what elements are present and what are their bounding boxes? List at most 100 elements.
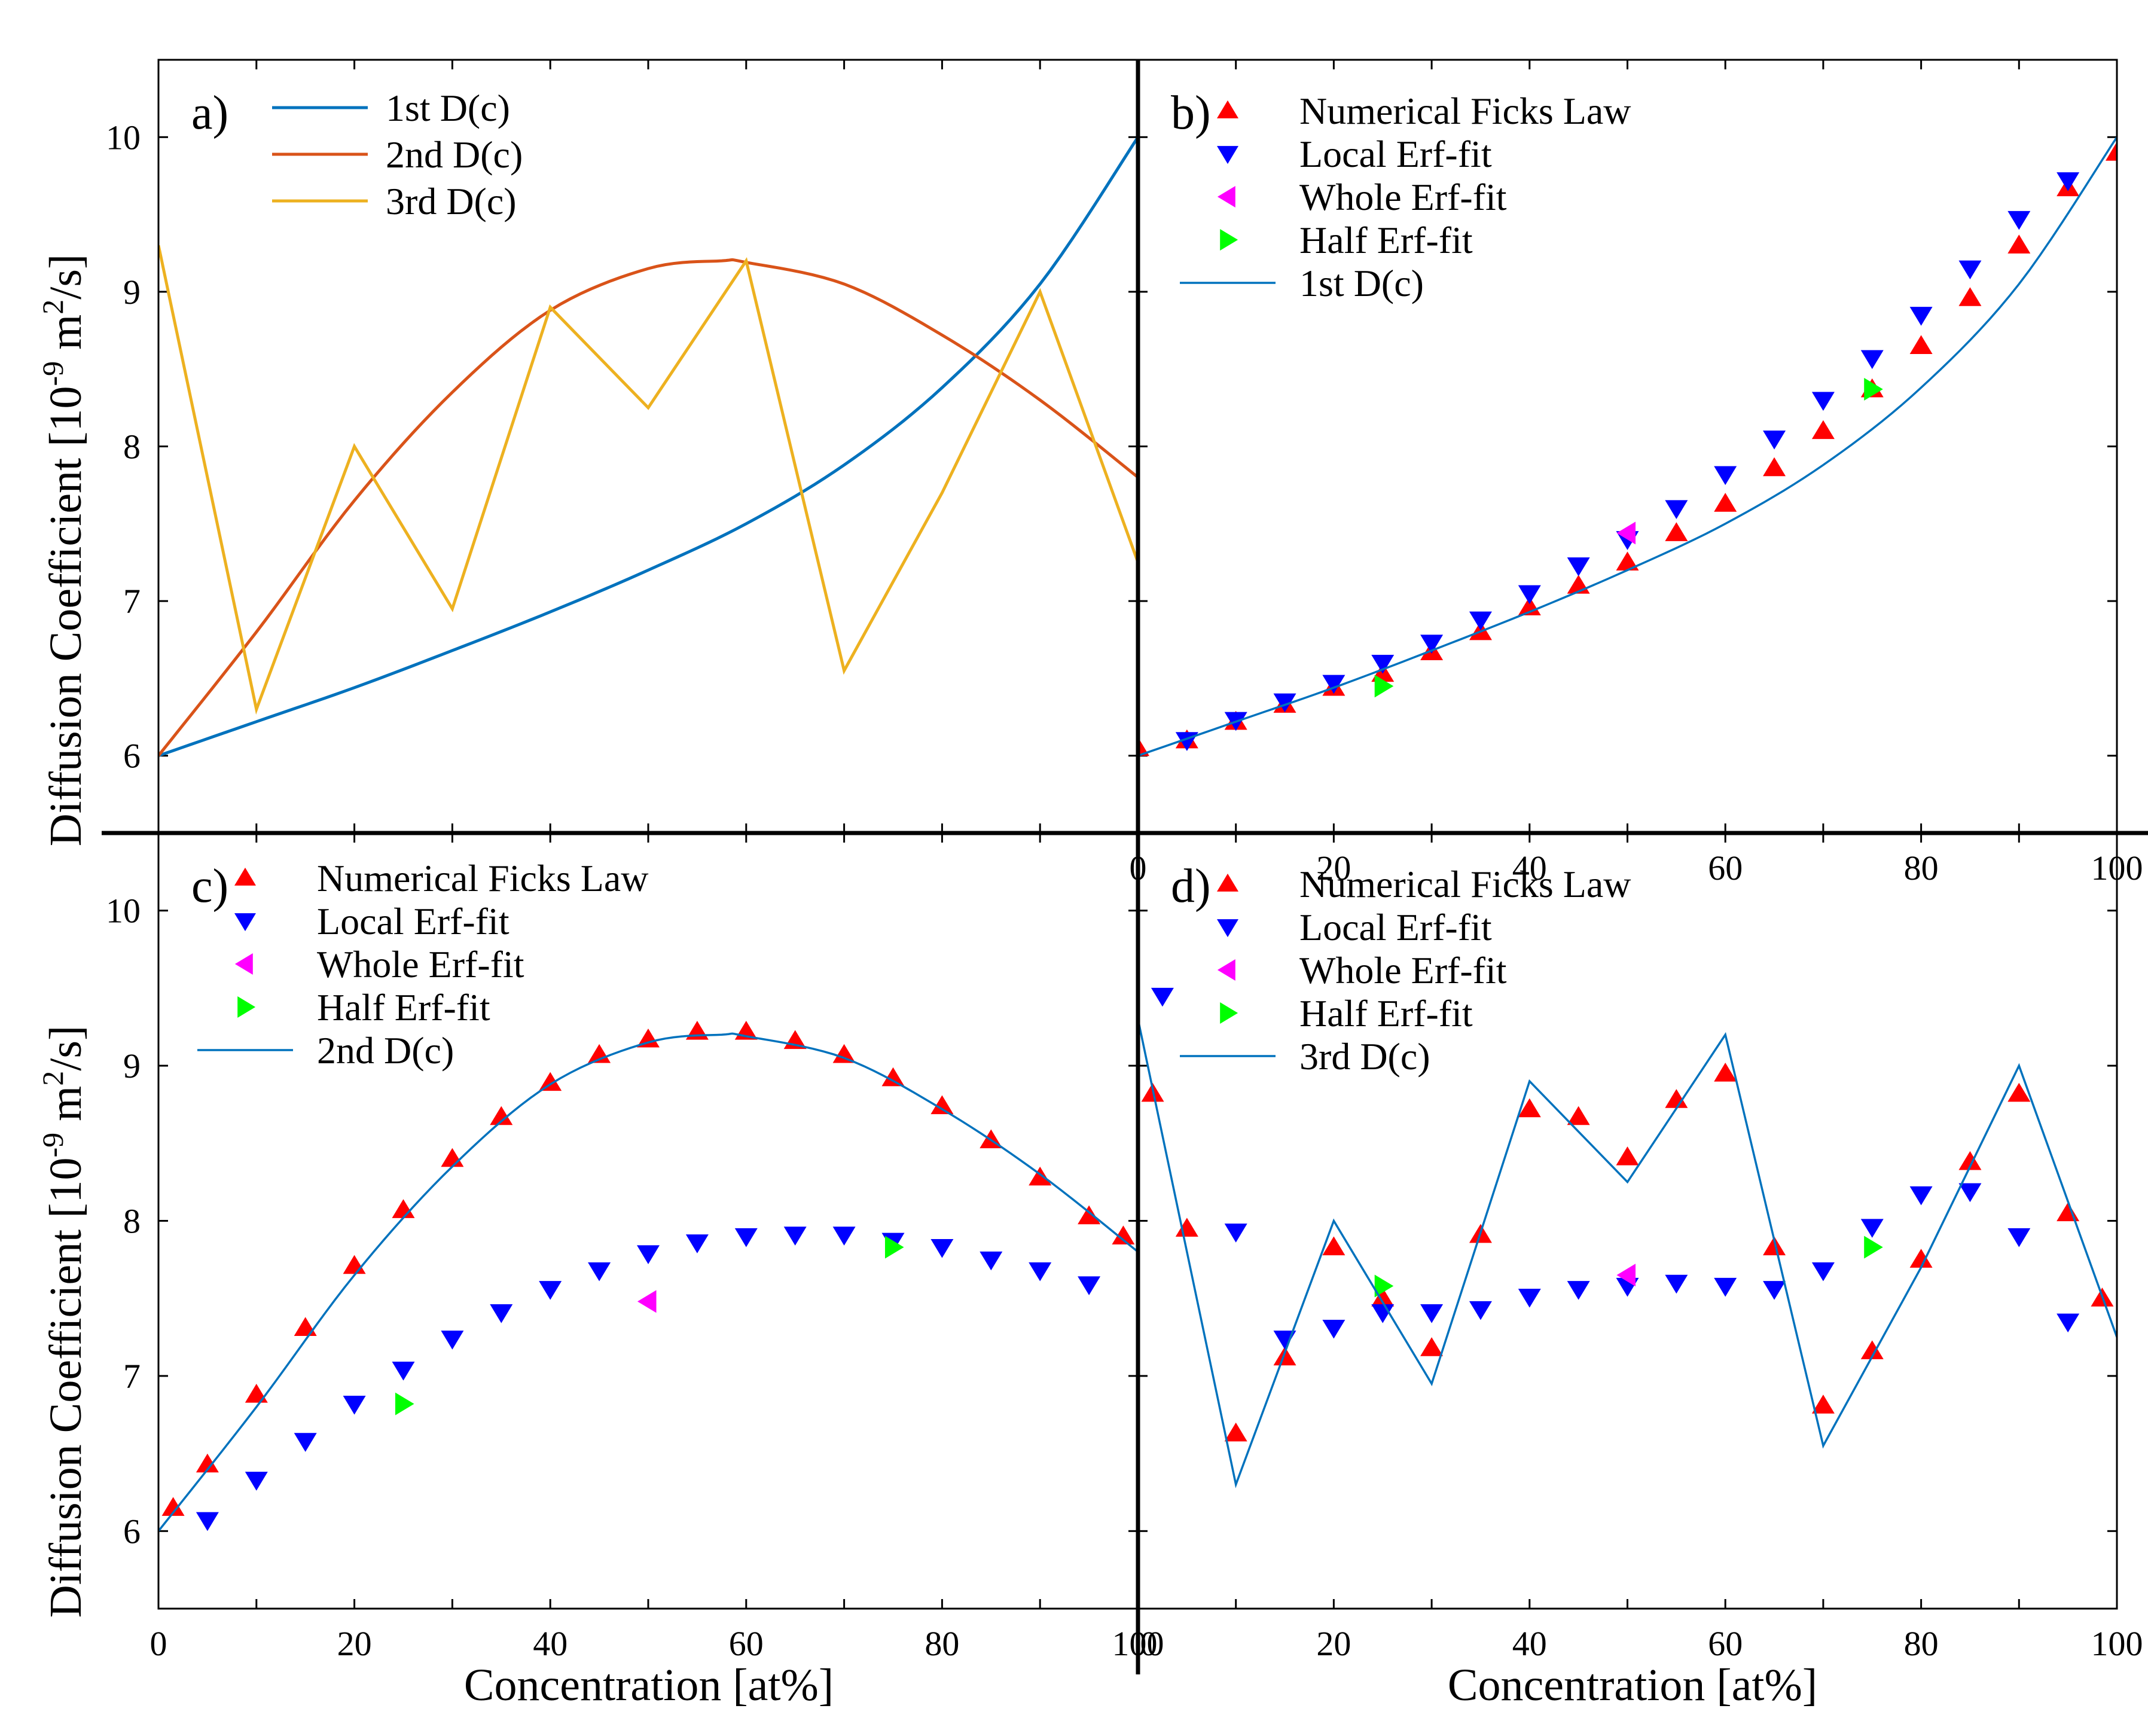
marker-triangle-down [1860,1219,1884,1238]
marker-triangle-down [1151,987,1174,1007]
marker-triangle-down [2057,1313,2080,1333]
legend-label: 2nd D(c) [386,133,523,176]
y-tick-label: 8 [123,1202,141,1241]
x-tick-label: 20 [337,1624,372,1663]
series-line-3 [158,245,1138,715]
y-tick-label: 10 [106,892,141,930]
marker-triangle-up [1224,1422,1247,1442]
legend-marker [1220,229,1238,251]
marker-triangle-up [881,1067,905,1087]
marker-triangle-up [832,1044,856,1063]
marker-triangle-down [2007,210,2031,230]
marker-triangle-down [2057,172,2080,191]
marker-triangle-down [1714,1277,1737,1297]
marker-triangle-down [1371,655,1395,674]
plot-area [158,136,1138,758]
marker-triangle-down [1518,1289,1541,1308]
marker-triangle-up [1665,1089,1688,1108]
legend-label: Half Erf-fit [317,986,490,1029]
legend-marker [234,953,253,975]
marker-triangle-down [1958,260,1982,280]
plot-area [1138,136,2117,757]
marker-triangle-up [930,1095,954,1115]
x-tick-label: 60 [1708,1624,1743,1663]
marker-triangle-up [1420,1337,1444,1356]
panel-letter: d) [1171,860,1211,913]
legend-marker [1217,146,1238,164]
marker-triangle-up [637,1028,660,1048]
legend-label: Numerical Ficks Law [1299,863,1631,905]
marker-triangle-up [1567,1106,1590,1125]
marker-triangle-up [1029,1166,1052,1186]
xlabel-right: Concentration [at%] [1448,1660,1817,1710]
marker-triangle-up [1175,1218,1198,1237]
legend-label: 3rd D(c) [386,180,517,222]
marker-triangle-down [1860,350,1884,370]
fit-line [1138,1018,2117,1488]
xlabel-left: Concentration [at%] [464,1660,834,1710]
legend-marker [234,867,256,886]
legend-label: Numerical Ficks Law [1299,90,1631,132]
fit-line [158,1032,1138,1532]
marker-triangle-down [1909,307,1933,326]
panel-a: 6 7 8 9 10 1st D(c)2nd D(c)3rd D(c) a) [106,59,1139,834]
marker-triangle-up [1273,1346,1296,1366]
marker-triangle-down [1763,431,1786,450]
marker-triangle-down [1029,1262,1052,1282]
marker-triangle-up [2007,234,2031,254]
legend-label: 1st D(c) [1299,262,1424,304]
legend-marker [1217,100,1238,118]
legend-marker [234,913,256,932]
marker-triangle-up [1909,1249,1933,1268]
legend: 1st D(c)2nd D(c)3rd D(c) [272,87,523,222]
marker-triangle-up [1138,737,1149,756]
marker-triangle-right [1864,377,1883,401]
y-tick-label: 9 [123,1047,141,1085]
marker-triangle-down [1811,1262,1835,1282]
marker-triangle-down [637,1245,660,1265]
marker-triangle-down [685,1234,709,1253]
marker-triangle-up [1811,420,1835,440]
marker-triangle-down [245,1472,268,1491]
panel-frame [157,59,1139,834]
marker-triangle-down [1322,675,1345,694]
legend-label: Half Erf-fit [1299,219,1473,261]
marker-triangle-up [245,1383,268,1403]
legend-label: Whole Erf-fit [1299,949,1507,991]
legend-label: Local Erf-fit [317,900,509,942]
legend-label: Whole Erf-fit [317,943,524,986]
panel-letter: c) [191,860,228,913]
x-tick-label: 60 [729,1624,764,1663]
marker-triangle-down [1763,1281,1786,1300]
ylabel-top: Diffusion Coefficient [10-9 m2/s] [36,254,91,847]
marker-triangle-down [930,1239,954,1258]
marker-triangle-down [1420,634,1444,654]
marker-triangle-up [2057,1202,2080,1222]
series-line-1 [158,136,1138,758]
marker-triangle-down [2007,1228,2031,1247]
marker-triangle-up [1860,1340,1884,1359]
marker-triangle-up [1371,1287,1395,1307]
marker-triangle-right [884,1235,904,1259]
marker-triangle-down [392,1361,415,1381]
marker-triangle-down [1665,500,1688,519]
marker-triangle-down [1567,557,1590,576]
marker-triangle-left [1616,521,1636,545]
marker-triangle-up [1078,1205,1101,1225]
x-tick-label: 80 [925,1624,959,1663]
marker-triangle-up [1665,522,1688,541]
y-tick-label: 9 [123,273,141,312]
legend-label: Half Erf-fit [1299,992,1473,1035]
marker-triangle-down [1469,1301,1492,1320]
legend-marker [1217,919,1238,938]
legend-marker [237,996,256,1018]
x-tick-label: 40 [1512,849,1547,887]
x-tick-label: 20 [1316,849,1351,887]
x-tick-label: 40 [533,1624,567,1663]
marker-triangle-down [1714,466,1737,486]
marker-triangle-left [1616,1264,1636,1287]
